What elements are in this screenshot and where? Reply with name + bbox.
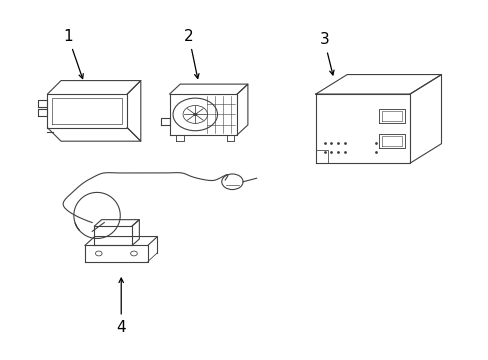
Text: 1: 1 bbox=[63, 29, 83, 78]
Text: 2: 2 bbox=[183, 29, 199, 78]
Text: 3: 3 bbox=[319, 32, 333, 75]
Text: 4: 4 bbox=[116, 278, 126, 334]
Circle shape bbox=[193, 113, 197, 116]
